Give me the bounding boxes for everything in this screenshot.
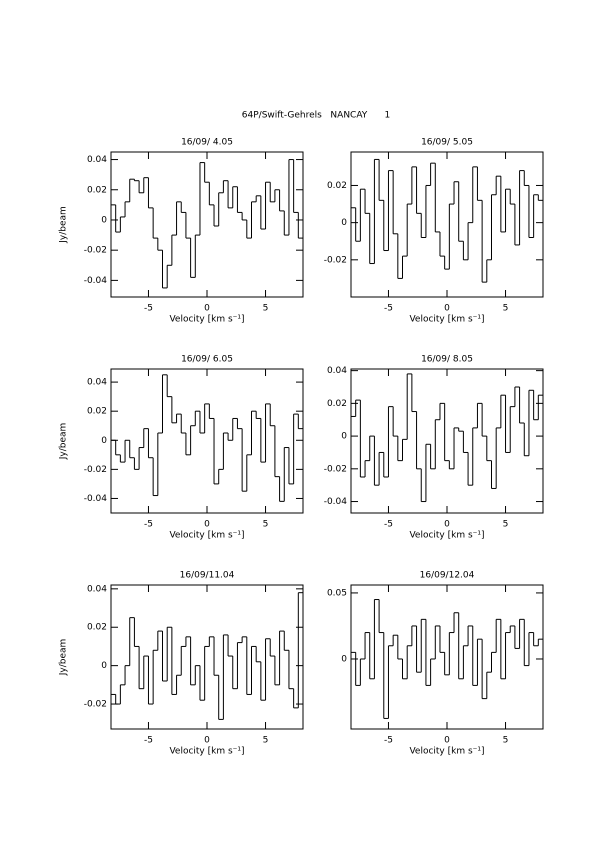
y-tick-label: 0.02 [327,399,347,409]
y-tick-label: -0.02 [324,255,347,265]
y-axis-label: Jy/beam [59,639,69,677]
y-tick-label: 0 [341,654,347,664]
x-tick-label: -5 [144,304,153,314]
y-tick-label: -0.04 [84,276,108,286]
y-tick-label: 0.04 [87,155,107,165]
panel-title: 16/09/11.04 [180,571,235,581]
x-tick-label: 5 [503,520,509,530]
y-tick-label: 0.02 [327,181,347,191]
panel-title: 16/09/ 5.05 [421,138,473,148]
y-tick-label: 0 [341,432,347,442]
y-tick-label: 0 [101,436,107,446]
x-tick-label: 5 [503,736,509,746]
x-tick-label: 5 [503,304,509,314]
panel-title: 16/09/12.04 [420,571,475,581]
y-tick-label: 0.04 [327,366,347,376]
y-axis-label: Jy/beam [59,423,69,461]
y-tick-label: -0.02 [84,246,107,256]
x-tick-label: -5 [384,736,393,746]
y-tick-label: -0.04 [324,497,348,507]
x-tick-label: 0 [444,520,450,530]
y-axis-label: Jy/beam [59,206,69,244]
x-tick-label: -5 [144,520,153,530]
panel-title: 16/09/ 6.05 [181,355,233,365]
x-tick-label: 0 [204,736,210,746]
x-axis-label: Velocity [km s⁻¹] [409,315,484,325]
y-tick-label: -0.02 [84,700,107,710]
y-tick-label: -0.02 [84,465,107,475]
x-tick-label: 0 [204,520,210,530]
x-axis-label: Velocity [km s⁻¹] [169,315,244,325]
x-axis-label: Velocity [km s⁻¹] [409,531,484,541]
y-tick-label: 0 [101,215,107,225]
page-title: 64P/Swift-Gehrels NANCAY 1 [242,111,390,121]
y-tick-label: 0.02 [87,407,107,417]
x-tick-label: 5 [263,304,269,314]
y-tick-label: -0.02 [324,464,347,474]
panel-title: 16/09/ 4.05 [181,138,233,148]
y-tick-label: 0 [341,218,347,228]
y-tick-label: 0.04 [87,378,107,388]
y-tick-label: 0.04 [87,584,107,594]
y-tick-label: -0.04 [84,494,108,504]
x-tick-label: -5 [384,304,393,314]
x-tick-label: -5 [384,520,393,530]
panel-title: 16/09/ 8.05 [421,355,473,365]
x-tick-label: 0 [444,304,450,314]
y-tick-label: 0.02 [87,185,107,195]
x-axis-label: Velocity [km s⁻¹] [409,747,484,757]
x-axis-label: Velocity [km s⁻¹] [169,747,244,757]
x-tick-label: 0 [444,736,450,746]
y-tick-label: 0 [101,661,107,671]
y-tick-label: 0.02 [87,623,107,633]
x-axis-label: Velocity [km s⁻¹] [169,531,244,541]
x-tick-label: 5 [263,520,269,530]
y-tick-label: 0.05 [327,588,347,598]
x-tick-label: -5 [144,736,153,746]
x-tick-label: 0 [204,304,210,314]
x-tick-label: 5 [263,736,269,746]
